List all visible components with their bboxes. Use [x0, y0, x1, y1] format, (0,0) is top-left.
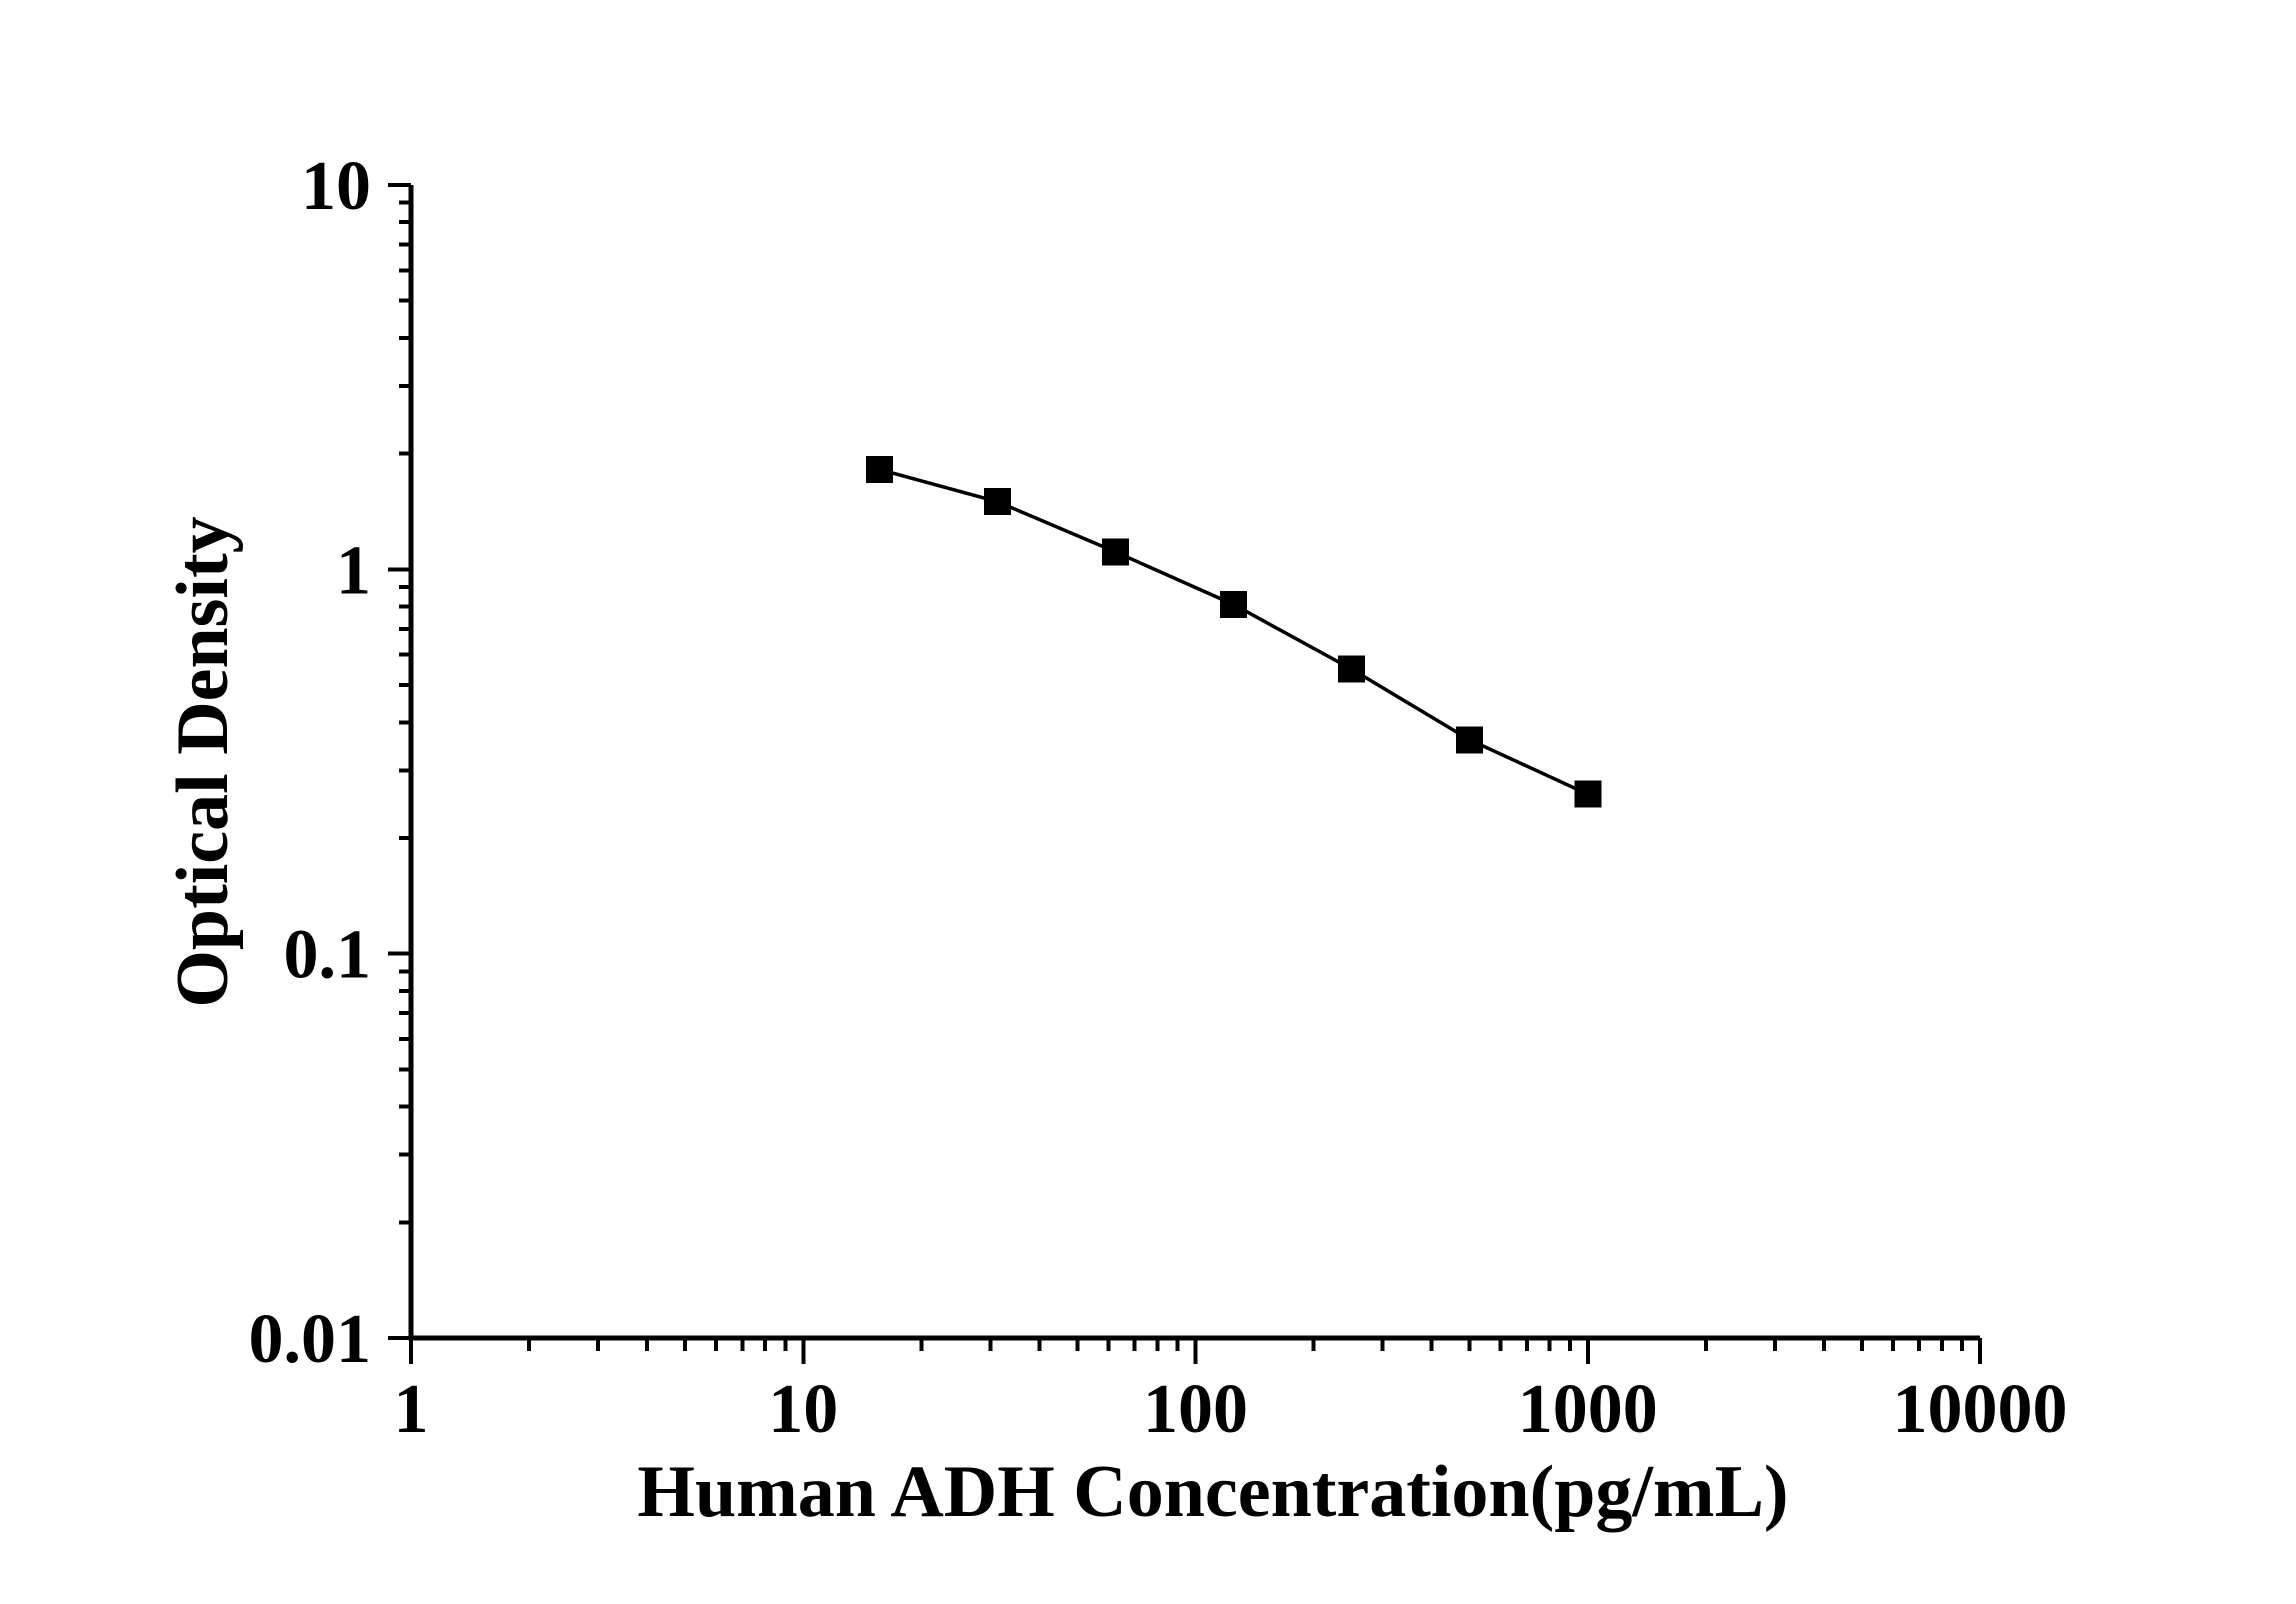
- y-axis-title: Optical Density: [162, 516, 244, 1007]
- x-axis-title: Human ADH Concentration(pg/mL): [637, 1451, 1788, 1533]
- y-tick-label: 10: [301, 148, 371, 225]
- data-point-marker: [1456, 726, 1484, 754]
- y-tick-label: 1: [336, 532, 371, 609]
- data-point-marker: [865, 455, 893, 483]
- x-tick-label: 10: [768, 1371, 838, 1448]
- x-axis-ticks: 1 10 100 1000 10000: [394, 1338, 2068, 1448]
- y-axis-ticks: 10 1 0.1 0.01: [249, 148, 411, 1378]
- x-tick-label: 10000: [1893, 1371, 2068, 1448]
- y-tick-label: 0.01: [249, 1301, 372, 1378]
- data-point-marker: [1101, 538, 1129, 566]
- x-tick-label: 100: [1143, 1371, 1248, 1448]
- data-series: [865, 455, 1602, 808]
- x-tick-label: 1000: [1518, 1371, 1658, 1448]
- data-point-marker: [1220, 591, 1248, 619]
- x-tick-label: 1: [394, 1371, 429, 1448]
- data-point-marker: [1574, 780, 1602, 808]
- data-point-marker: [1338, 655, 1366, 683]
- data-point-marker: [983, 488, 1011, 516]
- y-tick-label: 0.1: [284, 917, 372, 994]
